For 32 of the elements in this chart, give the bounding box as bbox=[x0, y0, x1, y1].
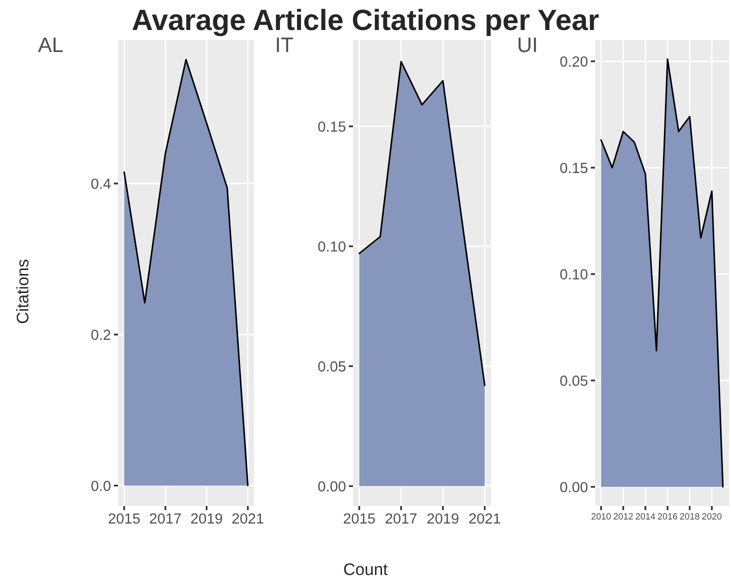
x-tick-label: 2015 bbox=[108, 513, 140, 524]
chart-subtitle: IT bbox=[276, 38, 294, 52]
x-tick-label: 2017 bbox=[386, 513, 417, 524]
x-tick-label: 2010 bbox=[592, 513, 611, 520]
text: Avarage Article Citations per Year bbox=[132, 8, 599, 36]
y-tick-label: 0.0 bbox=[91, 480, 110, 492]
x-tick-label: 2019 bbox=[427, 513, 458, 524]
y-tick-label: 0.15 bbox=[318, 121, 346, 132]
y-tick-label: 0.00 bbox=[318, 481, 346, 492]
x-tick-label: 2021 bbox=[469, 513, 500, 524]
y-tick-label: 0.10 bbox=[560, 269, 588, 280]
x-tick-label: 2014 bbox=[636, 513, 656, 520]
x-tick-label: 2018 bbox=[680, 513, 700, 520]
x-tick-label: 2012 bbox=[614, 513, 633, 520]
y-tick-label: 0.15 bbox=[560, 162, 588, 174]
y-tick-label: 0.05 bbox=[318, 361, 346, 372]
y-axis-title: Citations bbox=[16, 260, 28, 324]
y-tick-label: 0.00 bbox=[560, 482, 588, 492]
x-tick-label: 2021 bbox=[232, 513, 264, 524]
chart-subtitle: UI bbox=[518, 38, 536, 52]
x-tick-label: 2019 bbox=[191, 513, 222, 524]
x-tick-label: 2020 bbox=[702, 513, 722, 520]
y-tick-label: 0.4 bbox=[91, 178, 111, 189]
y-tick-label: 0.10 bbox=[318, 241, 346, 252]
x-tick-label: 2017 bbox=[150, 513, 181, 524]
x-tick-label: 2015 bbox=[344, 513, 375, 524]
y-tick-label: 0.2 bbox=[91, 330, 110, 340]
y-tick-label: 0.20 bbox=[560, 56, 588, 67]
x-axis-title: Count bbox=[344, 563, 388, 576]
x-tick-label: 2016 bbox=[658, 513, 678, 520]
chart-subtitle: AL bbox=[38, 38, 63, 52]
y-tick-label: 0.05 bbox=[560, 376, 588, 386]
